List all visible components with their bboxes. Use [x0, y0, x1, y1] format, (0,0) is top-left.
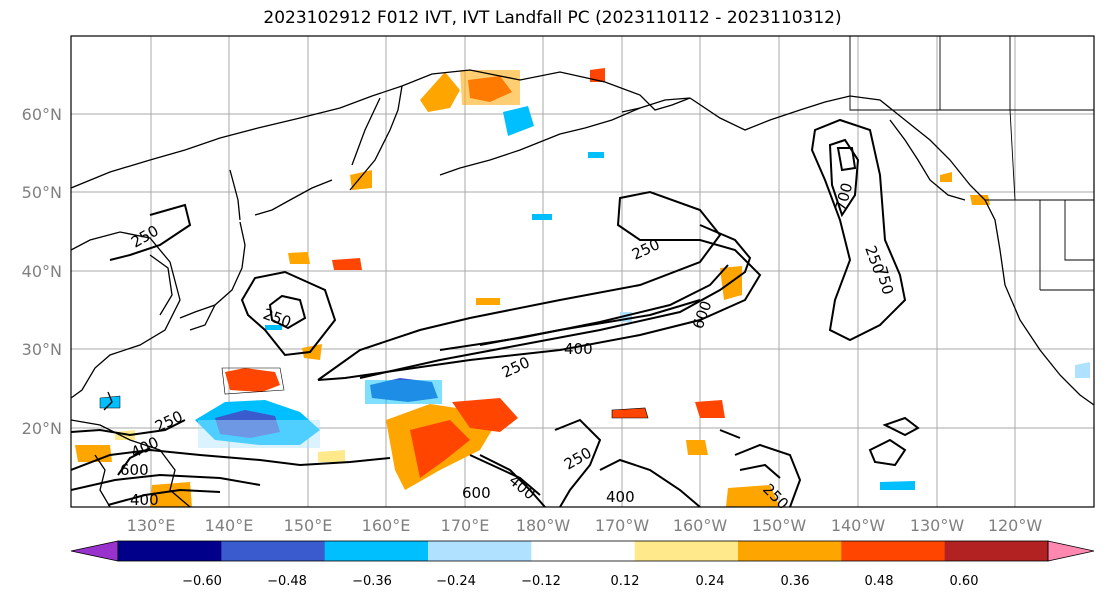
- lon-label: 140°E: [205, 516, 254, 535]
- lat-label: 20°N: [22, 419, 62, 438]
- colorbar-segment: [738, 541, 842, 561]
- longitude-labels: 130°E 140°E 150°E 160°E 170°E 180°W 170°…: [127, 516, 1043, 535]
- colorbar-segment: [944, 541, 1049, 561]
- contour-label: 600: [120, 461, 149, 479]
- colorbar-tick-label: −0.48: [267, 574, 307, 589]
- colorbar-segment: [841, 541, 946, 561]
- colorbar-tick-label: 0.24: [696, 574, 725, 589]
- colorbar-segment: [428, 541, 532, 561]
- colorbar-segment: [634, 541, 739, 561]
- colorbar-extend-high: [1047, 540, 1095, 562]
- lat-label: 40°N: [22, 262, 62, 281]
- colorbar-tick-label: 0.36: [781, 574, 810, 589]
- lon-label: 150°W: [752, 516, 807, 535]
- colorbar-border: [117, 540, 1049, 562]
- colorbar-segment: [118, 541, 222, 561]
- lon-label: 180°W: [516, 516, 571, 535]
- map-title: 2023102912 F012 IVT, IVT Landfall PC (20…: [263, 8, 842, 28]
- colorbar-extend-low: [70, 540, 119, 562]
- borders: [849, 36, 1094, 291]
- lon-label: 170°W: [595, 516, 650, 535]
- contour-label: 400: [564, 340, 593, 358]
- colorbar-tick-label: −0.24: [436, 574, 476, 589]
- colorbar-tick-label: −0.60: [182, 574, 222, 589]
- lat-label: 50°N: [22, 183, 62, 202]
- map-frame: [70, 35, 1095, 508]
- colorbar-segment: [324, 541, 429, 561]
- lon-label: 140°W: [831, 516, 886, 535]
- lon-label: 130°E: [127, 516, 176, 535]
- colorbar-tick-label: 0.12: [611, 574, 640, 589]
- coastlines: [71, 69, 1094, 507]
- lat-label: 60°N: [22, 105, 62, 124]
- contour-label: 600: [462, 484, 491, 502]
- colorbar-tick-label: 0.48: [865, 574, 894, 589]
- ivt-contours: [71, 118, 920, 507]
- contour-label: 400: [130, 491, 159, 509]
- lon-label: 160°E: [362, 516, 411, 535]
- lon-label: 170°E: [441, 516, 490, 535]
- colorbar-segment: [531, 541, 636, 561]
- shading-negative: [99, 106, 1090, 490]
- lon-label: 160°W: [673, 516, 728, 535]
- colorbar: [70, 540, 1095, 562]
- lon-label: 150°E: [284, 516, 333, 535]
- colorbar-tick-label: 0.60: [950, 574, 979, 589]
- shading-positive: [75, 68, 990, 507]
- colorbar-segment: [221, 541, 326, 561]
- contour-label: 400: [606, 488, 635, 506]
- colorbar-ticks: −0.60 −0.48 −0.36 −0.24 −0.12 0.12 0.24 …: [182, 574, 978, 589]
- lat-label: 30°N: [22, 340, 62, 359]
- lon-label: 130°W: [910, 516, 965, 535]
- colorbar-tick-label: −0.36: [352, 574, 392, 589]
- lon-label: 120°W: [988, 516, 1043, 535]
- latitude-labels: 60°N 50°N 40°N 30°N 20°N: [22, 105, 62, 438]
- colorbar-tick-label: −0.12: [521, 574, 561, 589]
